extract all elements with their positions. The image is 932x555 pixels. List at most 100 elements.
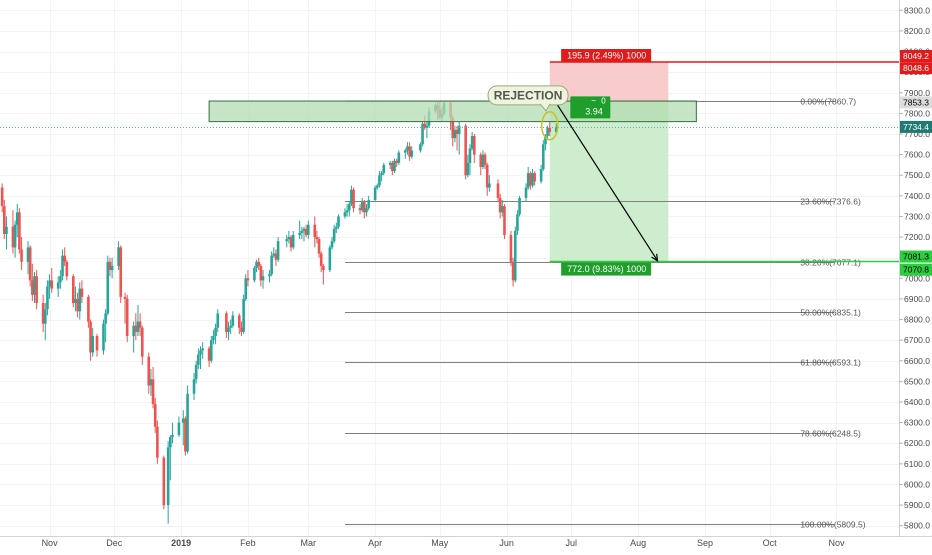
fib-level-label: 0.00%(7860.7) xyxy=(800,97,856,107)
price-tag-box xyxy=(900,96,932,109)
candle-body xyxy=(169,437,172,448)
candle-body xyxy=(350,189,353,205)
candle-body xyxy=(43,309,47,324)
candle-body xyxy=(268,274,271,277)
candle-body xyxy=(136,321,140,332)
ratio-sep: ~ xyxy=(591,96,596,105)
candle-body xyxy=(352,189,355,209)
candle-body xyxy=(3,206,6,234)
candle-body xyxy=(95,336,99,351)
y-tick-label: 6700.0 xyxy=(904,335,930,345)
current-price-label: 7734.4 xyxy=(903,122,929,132)
candle-body xyxy=(76,298,79,312)
candle-body xyxy=(0,187,4,207)
candle-body xyxy=(91,336,95,353)
candle-body xyxy=(119,247,123,297)
candle-body xyxy=(18,212,21,250)
fib-level-label: 23.60%(7376.6) xyxy=(800,197,861,207)
candle-body xyxy=(479,154,483,167)
resistance-box xyxy=(208,100,697,123)
candle-body xyxy=(408,146,411,157)
price-tag-box xyxy=(900,263,932,276)
price-tag-box xyxy=(900,50,932,63)
candle-body xyxy=(347,204,351,211)
candle-body xyxy=(214,327,217,337)
candle-body xyxy=(332,228,336,242)
candle-body xyxy=(33,276,36,295)
rejection-callout xyxy=(487,85,569,106)
candle-body xyxy=(255,261,258,268)
candle-body xyxy=(304,228,308,236)
fib-level-label: 61.80%(6593.1) xyxy=(800,358,861,368)
candle-body xyxy=(488,183,491,188)
candle-body xyxy=(285,239,289,242)
x-tick-label: Dec xyxy=(106,538,123,548)
y-tick-label: 7200.0 xyxy=(904,232,930,242)
candle-body xyxy=(147,356,151,386)
candle-body xyxy=(529,173,532,186)
price-tag-label: 8048.6 xyxy=(903,63,929,73)
candle-body xyxy=(300,230,304,233)
candle-body xyxy=(466,162,470,176)
fib-level-label: 100.00%(5809.5) xyxy=(800,520,865,530)
candle-body xyxy=(201,348,204,351)
candle-body xyxy=(509,235,513,262)
candle-body xyxy=(388,162,392,165)
candle-body xyxy=(227,327,230,332)
candle-body xyxy=(425,125,429,128)
candle-body xyxy=(302,228,306,231)
candle-body xyxy=(140,327,144,357)
x-tick-label: May xyxy=(431,538,449,548)
candle-body xyxy=(378,175,381,186)
candle-body xyxy=(365,208,368,213)
x-tick-label: Jun xyxy=(499,538,514,548)
candle-body xyxy=(421,123,424,145)
candle-body xyxy=(240,327,243,332)
ratio-box xyxy=(570,96,611,119)
candle-body xyxy=(102,323,105,351)
x-axis: Nov Dec 2019 Feb Mar Apr May Jun Jul Aug Sep Oct Nov xyxy=(42,538,845,548)
ratio-label: 3.94 xyxy=(585,106,603,116)
candle-body xyxy=(539,169,543,182)
candle-body xyxy=(337,216,340,227)
candle-body xyxy=(242,298,245,332)
x-tick-label: Mar xyxy=(301,538,317,548)
price-tags: 8049.2 8048.6 7853.3 7081.3 7070.8 7734.4 xyxy=(900,50,932,276)
candle-body xyxy=(74,298,77,304)
price-tag-label: 7070.8 xyxy=(903,265,929,275)
price-tag-label: 7853.3 xyxy=(903,97,929,107)
candle-body xyxy=(423,123,427,128)
candle-body xyxy=(184,418,187,452)
candle-body xyxy=(28,247,32,281)
candle-body xyxy=(156,426,159,458)
candle-body xyxy=(71,276,75,304)
candle-body xyxy=(457,125,461,134)
candle-body xyxy=(246,278,250,281)
fib-level-label: 78.60%(6248.5) xyxy=(800,429,861,439)
y-tick-label: 5900.0 xyxy=(904,500,930,510)
candle-body xyxy=(63,255,66,262)
candle-body xyxy=(330,241,334,248)
candle-body xyxy=(470,136,474,149)
candle-body xyxy=(89,321,92,353)
candle-body xyxy=(108,261,112,271)
candle-body xyxy=(35,276,38,304)
candle-body xyxy=(513,230,517,281)
price-tag-label: 7081.3 xyxy=(903,252,929,262)
candle-body xyxy=(464,125,467,176)
current-price-tag xyxy=(900,120,932,133)
y-tick-label: 6200.0 xyxy=(904,438,930,448)
x-tick-label: Nov xyxy=(42,538,59,548)
candle-body xyxy=(229,325,232,328)
candle-body xyxy=(481,154,485,167)
candle-body xyxy=(503,206,506,236)
y-tick-label: 6400.0 xyxy=(904,397,930,407)
y-tick-label: 6600.0 xyxy=(904,356,930,366)
position-zones xyxy=(549,62,669,262)
candle-body xyxy=(134,325,138,332)
candle-body xyxy=(287,237,291,240)
candle-body xyxy=(212,336,215,341)
candle-body xyxy=(343,212,347,217)
